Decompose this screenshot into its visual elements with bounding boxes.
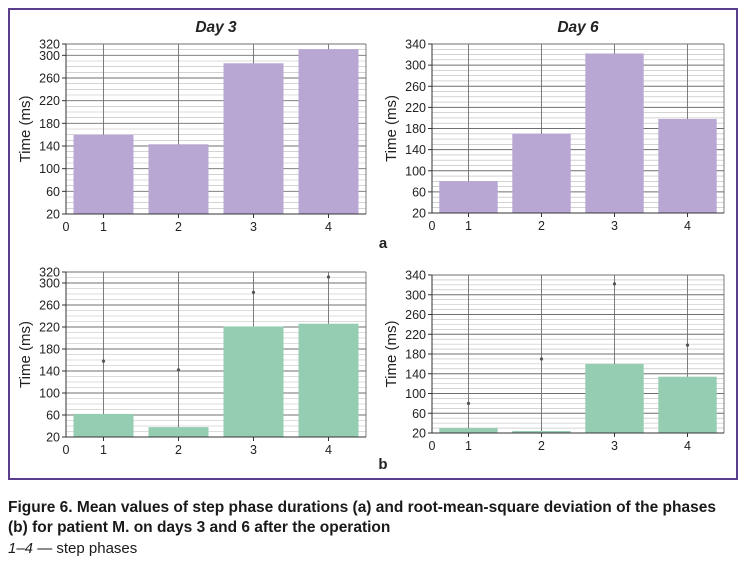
a-day3-x-tick-label: 1 [100, 220, 107, 234]
a-day6-bar-3 [585, 53, 644, 213]
a-day3-bar-2 [148, 144, 209, 214]
b-day6-x-tick-label: 3 [611, 439, 618, 453]
b-day3-mean-marker-1 [101, 359, 106, 363]
b-day6-y-tick-label: 300 [405, 288, 426, 302]
b-day3-bar-1 [73, 413, 134, 437]
a-day6-y-axis-title: Time (ms) [383, 95, 400, 162]
b-day6-y-tick-label: 260 [405, 308, 426, 322]
b-day3-y-tick-label: 60 [46, 409, 60, 423]
a-day3-y-tick-label: 300 [39, 49, 60, 63]
a-day3-x-origin-label: 0 [63, 220, 70, 234]
b-day3-x-tick-label: 2 [175, 443, 182, 457]
panel-label-a: a [379, 235, 388, 252]
b-day3-y-tick-label: 260 [39, 299, 60, 313]
a-day6-x-tick-label: 1 [465, 219, 472, 233]
b-day3-mean-marker-4 [326, 275, 331, 279]
a-day6-y-tick-label: 300 [405, 59, 426, 73]
b-day6-bar-1 [439, 428, 498, 433]
a-day3-x-tick-label: 3 [250, 220, 257, 234]
b-day6-y-tick-label: 60 [412, 407, 426, 421]
a-day6-x-origin-label: 0 [429, 219, 436, 233]
a-day6-bar-2 [512, 133, 571, 213]
a-day6-x-tick-label: 4 [684, 219, 691, 233]
b-day6-x-tick-label: 1 [465, 439, 472, 453]
b-day6-x-tick-label: 2 [538, 439, 545, 453]
figure-caption: Figure 6. Mean values of step phase dura… [8, 498, 738, 538]
panel-label-b: b [378, 456, 387, 473]
a-day6-bar-4 [658, 118, 717, 213]
b-day3-y-tick-label: 180 [39, 343, 60, 357]
a-day3-y-tick-label: 60 [46, 185, 60, 199]
a-day3-y-tick-label: 220 [39, 94, 60, 108]
b-day3-y-tick-label: 140 [39, 365, 60, 379]
figure-caption-text: Figure 6. Mean values of step phase dura… [8, 499, 716, 536]
a-day3-y-tick-label: 20 [46, 208, 60, 222]
b-day6-y-tick-label: 20 [412, 427, 426, 441]
b-day3-y-tick-label: 20 [46, 431, 60, 445]
b-day6-mean-marker-3 [612, 282, 617, 286]
b-day6-mean-marker-2 [539, 357, 544, 361]
figure-legend-note: 1–4 — step phases [8, 540, 137, 557]
a-day3-bar-1 [73, 134, 134, 214]
a-day6-x-tick-label: 3 [611, 219, 618, 233]
b-day6-y-tick-label: 340 [405, 269, 426, 283]
b-day3-x-tick-label: 3 [250, 443, 257, 457]
a-day3-x-tick-label: 2 [175, 220, 182, 234]
b-day3-mean-marker-2 [176, 368, 181, 372]
a-day6-bar-1 [439, 181, 498, 213]
a-day3-bar-3 [223, 63, 284, 215]
b-day6-mean-marker-4 [685, 343, 690, 347]
b-day6-mean-marker-1 [466, 401, 471, 405]
b-day3-y-tick-label: 320 [39, 266, 60, 280]
b-day3-x-tick-label: 1 [100, 443, 107, 457]
b-day6-y-tick-label: 220 [405, 328, 426, 342]
a-day3-y-tick-label: 320 [39, 38, 60, 52]
b-day3-bar-3 [223, 326, 284, 437]
a-day3-x-tick-label: 4 [325, 220, 332, 234]
a-day3-y-tick-label: 180 [39, 117, 60, 131]
b-day6-y-tick-label: 180 [405, 348, 426, 362]
b-day3-y-tick-label: 100 [39, 387, 60, 401]
b-day3-y-tick-label: 300 [39, 277, 60, 291]
a-day6-y-tick-label: 20 [412, 207, 426, 221]
a-day6-y-tick-label: 340 [405, 38, 426, 52]
b-day6-y-tick-label: 100 [405, 387, 426, 401]
b-day3-bar-4 [298, 323, 359, 437]
a-day3-y-axis-title: Time (ms) [17, 96, 34, 163]
a-day6-y-tick-label: 100 [405, 164, 426, 178]
b-day6-y-axis-title: Time (ms) [383, 321, 400, 388]
a-day3-chart-title: Day 3 [195, 19, 237, 36]
a-day6-y-tick-label: 220 [405, 101, 426, 115]
b-day3-y-axis-title: Time (ms) [17, 321, 34, 388]
a-day6-chart-title: Day 6 [557, 19, 599, 36]
b-day6-bar-4 [658, 376, 717, 433]
a-day3-y-tick-label: 140 [39, 140, 60, 154]
b-day3-mean-marker-3 [251, 290, 256, 294]
a-day6-y-tick-label: 60 [412, 185, 426, 199]
a-day3-y-tick-label: 260 [39, 72, 60, 86]
a-day3-bar-4 [298, 49, 359, 214]
b-day3-x-tick-label: 4 [325, 443, 332, 457]
b-day6-x-tick-label: 4 [684, 439, 691, 453]
b-day6-x-origin-label: 0 [429, 439, 436, 453]
a-day6-y-tick-label: 180 [405, 122, 426, 136]
b-day6-bar-3 [585, 363, 644, 433]
a-day6-y-tick-label: 260 [405, 80, 426, 94]
b-day3-y-tick-label: 220 [39, 321, 60, 335]
a-day6-y-tick-label: 140 [405, 143, 426, 157]
b-day6-y-tick-label: 140 [405, 367, 426, 381]
a-day3-y-tick-label: 100 [39, 162, 60, 176]
b-day6-bar-2 [512, 431, 571, 433]
b-day3-bar-2 [148, 427, 209, 437]
phase-range: 1–4 [8, 540, 34, 557]
b-day3-x-origin-label: 0 [63, 443, 70, 457]
phase-legend-text: — step phases [33, 540, 138, 557]
a-day6-x-tick-label: 2 [538, 219, 545, 233]
